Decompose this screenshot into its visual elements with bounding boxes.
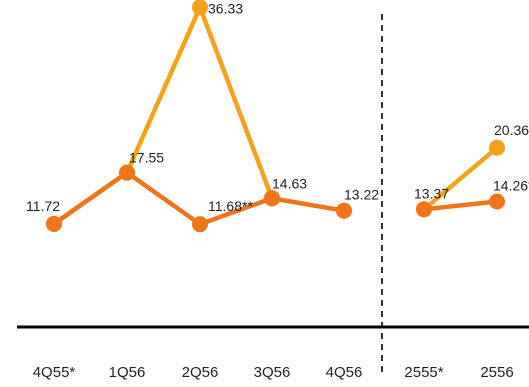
point-b-2q56	[192, 216, 208, 233]
data-label-2555-b: 13.37	[414, 185, 449, 201]
x-tick-label-2q56: 2Q56	[182, 364, 219, 381]
point-b-1q56	[119, 164, 135, 181]
point-b-2556	[489, 193, 505, 210]
point-b-4q55	[46, 215, 62, 232]
x-tick-labels: 4Q55* 1Q56 2Q56 3Q56 4Q56 2555* 2556	[33, 364, 514, 381]
point-b-3q56	[264, 190, 280, 207]
series-b-line-group-2	[421, 199, 500, 212]
series-points	[46, 0, 505, 233]
x-tick-label-2556: 2556	[480, 364, 513, 381]
x-tick-label-4q55: 4Q55*	[33, 364, 76, 381]
x-tick-label-2555: 2555*	[404, 364, 443, 381]
data-label-4q55-a: 11.72	[26, 198, 60, 214]
x-tick-label-3q56: 3Q56	[254, 364, 291, 381]
data-labels: 11.72 17.55 36.33 14.63 13.22 11.68** 20.36 13.…	[26, 0, 529, 214]
point-b-2555	[416, 201, 432, 218]
data-label-1q56-a: 17.55	[129, 150, 164, 166]
data-label-2556-a: 20.36	[494, 122, 529, 138]
data-label-2556-b: 14.26**	[493, 178, 529, 194]
x-tick-label-1q56: 1Q56	[109, 364, 146, 381]
data-label-2q56-b: 11.68**	[208, 198, 253, 214]
point-a-2q56	[192, 0, 208, 16]
point-a-2556	[489, 139, 505, 156]
data-label-2q56-a: 36.33	[208, 0, 243, 16]
series-a-line-group-2	[421, 145, 500, 212]
data-label-3q56-a: 14.63	[272, 175, 307, 191]
x-tick-label-4q56: 4Q56	[326, 364, 363, 381]
data-label-4q56-a: 13.22	[344, 187, 379, 203]
point-b-4q56	[336, 202, 352, 219]
